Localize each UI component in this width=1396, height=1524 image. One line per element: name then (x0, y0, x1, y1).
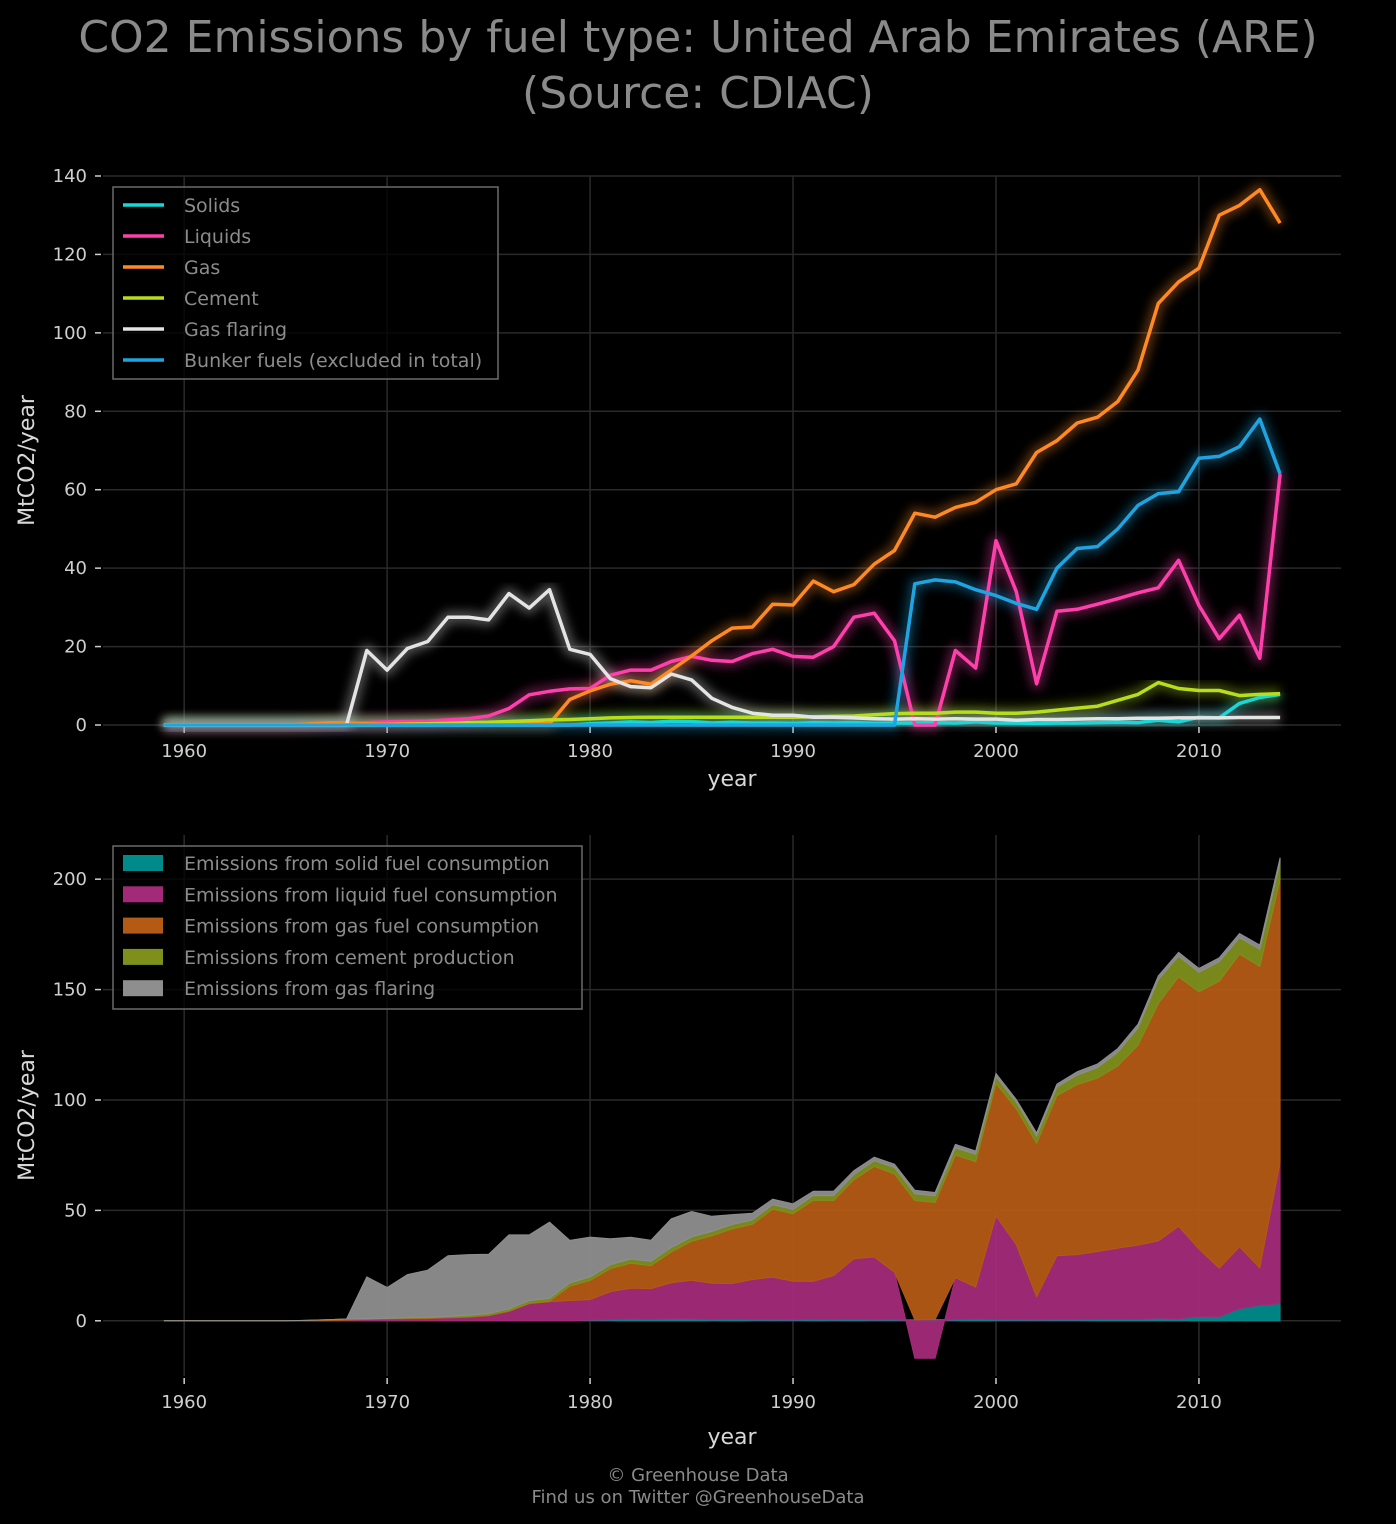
y-axis-label: MtCO2/year (15, 1049, 40, 1181)
footer-credit: © Greenhouse Data (607, 1465, 789, 1486)
legend-swatch (123, 948, 163, 965)
y-tick-label: 140 (53, 166, 87, 187)
series-line-gas-flaring (163, 587, 1281, 727)
legend-label: Emissions from gas flaring (184, 978, 435, 1000)
legend-label: Bunker fuels (excluded in total) (184, 350, 482, 372)
x-axis-label: year (707, 767, 757, 792)
y-tick-label: 80 (64, 401, 87, 422)
legend: Solids Liquids Gas Cement Gas flaring Bunker … (112, 186, 499, 380)
y-tick-label: 200 (53, 869, 87, 890)
legend-label: Solids (184, 195, 240, 217)
y-tick-label: 150 (53, 980, 87, 1001)
y-tick-label: 20 (64, 637, 87, 658)
legend-box (112, 845, 583, 1010)
x-tick-label: 2010 (1176, 1392, 1222, 1413)
y-tick-label: 60 (64, 480, 87, 501)
legend-label: Gas (184, 257, 220, 279)
x-axis-label: year (707, 1425, 757, 1450)
x-tick-label: 1970 (364, 741, 410, 762)
legend-label: Emissions from cement production (184, 947, 515, 969)
y-tick-label: 40 (64, 558, 87, 579)
x-tick-label: 2000 (973, 1392, 1019, 1413)
legend-box (112, 186, 499, 380)
x-tick-label: 1960 (161, 1392, 207, 1413)
legend-swatch (123, 980, 163, 997)
area-emissions-from-gas-flaring (163, 857, 1281, 1322)
y-axis-label: MtCO2/year (15, 394, 40, 526)
legend-label: Gas flaring (184, 319, 287, 341)
x-tick-label: 2000 (973, 741, 1019, 762)
legend-label: Emissions from gas fuel consumption (184, 916, 539, 938)
line-chart-panel: 1960 1970 1980 1990 2000 2010 0 20 40 60 80 100 120 1… (15, 166, 1341, 792)
legend-label: Liquids (184, 226, 251, 248)
x-tick-label: 1990 (770, 1392, 816, 1413)
x-tick-label: 1980 (567, 1392, 613, 1413)
stacked-area-chart-panel: 1960 1970 1980 1990 2000 2010 0 50 100 150 200 year… (15, 835, 1341, 1450)
y-tick-label: 100 (53, 323, 87, 344)
x-tick-label: 2010 (1176, 741, 1222, 762)
y-tick-label: 120 (53, 244, 87, 265)
legend-label: Emissions from solid fuel consumption (184, 853, 550, 875)
chart-title: CO2 Emissions by fuel type: United Arab … (78, 12, 1318, 63)
series-glow-bunker-fuels-excluded-in-total (163, 413, 1286, 731)
y-tick-label: 0 (76, 715, 87, 736)
footer-twitter: Find us on Twitter @GreenhouseData (531, 1487, 865, 1508)
series-line-bunker-fuels-excluded-in-total (163, 417, 1282, 727)
x-tick-label: 1970 (364, 1392, 410, 1413)
x-tick-label: 1960 (161, 741, 207, 762)
legend-swatch (123, 886, 163, 903)
legend-swatch (123, 855, 163, 871)
x-tick-label: 1990 (770, 741, 816, 762)
chart-subtitle: (Source: CDIAC) (522, 68, 874, 119)
legend-label: Emissions from liquid fuel consumption (184, 884, 558, 906)
series-line-liquids (163, 473, 1282, 727)
y-tick-label: 50 (64, 1200, 87, 1221)
series-line-gas (163, 187, 1282, 727)
y-tick-label: 100 (53, 1090, 87, 1111)
legend-swatch (123, 917, 163, 934)
y-tick-label: 0 (76, 1311, 87, 1332)
legend: Emissions from solid fuel consumption Emi… (112, 845, 583, 1010)
x-tick-label: 1980 (567, 741, 613, 762)
legend-label: Cement (184, 288, 259, 310)
